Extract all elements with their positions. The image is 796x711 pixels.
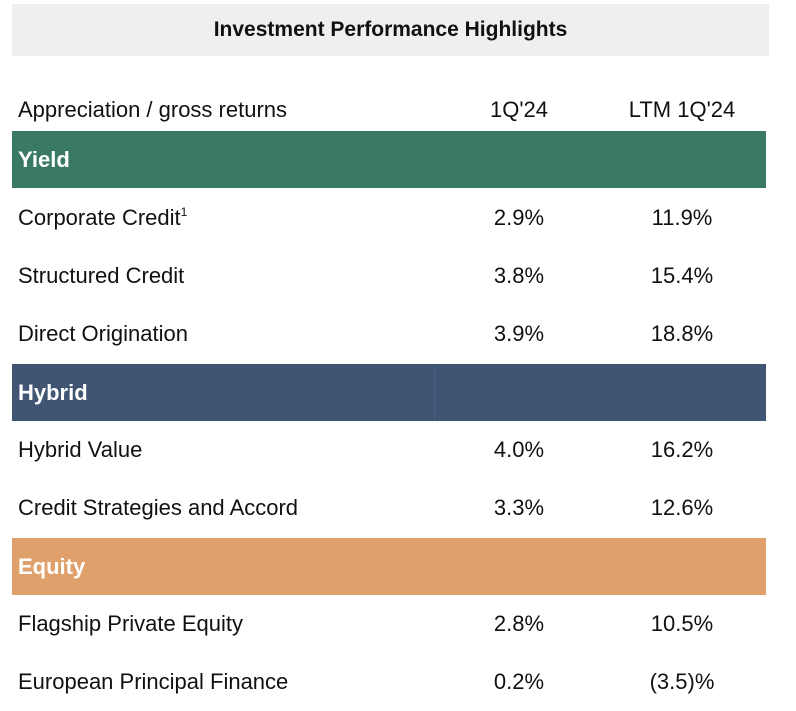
value-ltm: 12.6% [650, 495, 714, 520]
value-1q24: 4.0% [493, 437, 545, 462]
cell-divider [434, 364, 435, 421]
section-label: Yield [18, 146, 70, 172]
section-label: Hybrid [18, 379, 88, 405]
section-header-hybrid: Hybrid [12, 364, 766, 421]
table-row: Credit Strategies and Accord 3.3% 12.6% [12, 479, 769, 537]
footnote-marker: 1 [180, 205, 188, 219]
table-row: Direct Origination 3.9% 18.8% [12, 305, 769, 363]
table-row: Flagship Private Equity 2.8% 10.5% [12, 595, 769, 653]
table-row: European Principal Finance 0.2% (3.5)% [12, 653, 769, 711]
value-ltm: (3.5)% [649, 669, 715, 694]
value-ltm: 18.8% [650, 321, 714, 346]
value-ltm: 10.5% [650, 611, 714, 636]
table-row: Hybrid Value 4.0% 16.2% [12, 421, 769, 479]
section-header-equity: Equity [12, 538, 766, 595]
section-label: Equity [18, 553, 86, 579]
value-1q24: 3.8% [493, 263, 545, 288]
section-header-yield: Yield [12, 131, 766, 188]
row-label: Flagship Private Equity [18, 611, 243, 636]
row-label: European Principal Finance [18, 669, 289, 694]
row-label: Credit Strategies and Accord [18, 495, 299, 520]
value-ltm: 15.4% [650, 263, 714, 288]
row-label: Hybrid Value [18, 437, 143, 462]
value-ltm: 16.2% [650, 437, 714, 462]
value-1q24: 3.9% [493, 321, 545, 346]
row-label: Direct Origination [18, 321, 188, 346]
value-1q24: 2.8% [493, 611, 545, 636]
value-1q24: 2.9% [493, 205, 545, 230]
value-ltm: 11.9% [651, 205, 713, 230]
value-1q24: 3.3% [493, 495, 545, 520]
header-ltm-1q24: LTM 1Q'24 [628, 97, 736, 122]
column-header-row: Appreciation / gross returns 1Q'24 LTM 1… [12, 81, 769, 139]
header-label: Appreciation / gross returns [18, 97, 288, 122]
table-row: Corporate Credit1 2.9% 11.9% [12, 189, 769, 247]
table-row: Structured Credit 3.8% 15.4% [12, 247, 769, 305]
row-label: Structured Credit [18, 263, 185, 288]
header-1q24: 1Q'24 [489, 97, 549, 122]
row-label: Corporate Credit1 [18, 205, 188, 230]
value-1q24: 0.2% [493, 669, 545, 694]
table-title: Investment Performance Highlights [12, 4, 769, 56]
